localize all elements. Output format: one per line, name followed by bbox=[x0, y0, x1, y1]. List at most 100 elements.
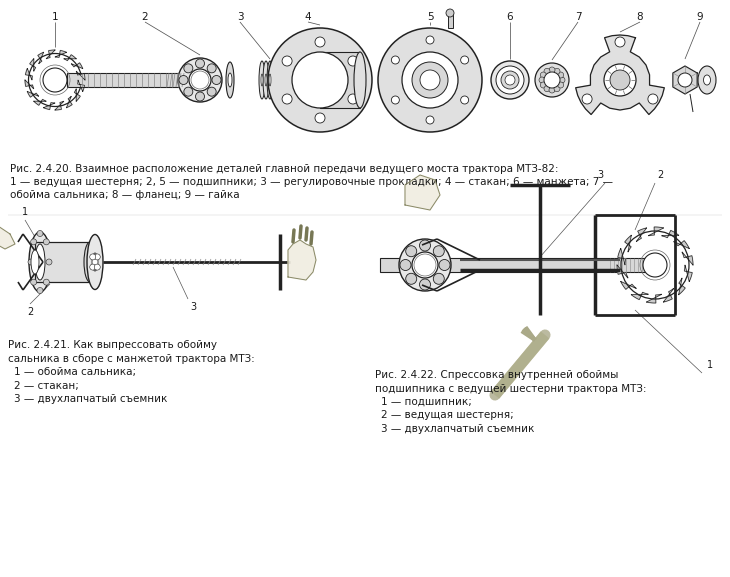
Circle shape bbox=[406, 273, 417, 284]
Circle shape bbox=[179, 76, 188, 84]
Bar bbox=[380, 258, 660, 272]
Polygon shape bbox=[44, 103, 55, 110]
Circle shape bbox=[549, 67, 555, 73]
Ellipse shape bbox=[501, 71, 519, 89]
Circle shape bbox=[282, 56, 292, 66]
Circle shape bbox=[446, 9, 454, 17]
Polygon shape bbox=[72, 63, 82, 69]
Circle shape bbox=[540, 82, 546, 88]
Text: Рис. 2.4.20. Взаимное расположение деталей главной передачи ведущего моста тракт: Рис. 2.4.20. Взаимное расположение детал… bbox=[10, 164, 558, 174]
Text: 2 — стакан;: 2 — стакан; bbox=[14, 380, 79, 391]
Text: 9: 9 bbox=[696, 12, 703, 22]
Polygon shape bbox=[674, 241, 689, 249]
Circle shape bbox=[212, 76, 221, 84]
Circle shape bbox=[582, 94, 592, 104]
Circle shape bbox=[426, 36, 434, 44]
Circle shape bbox=[412, 62, 448, 98]
Circle shape bbox=[196, 92, 204, 101]
Ellipse shape bbox=[496, 66, 524, 94]
Text: 3 — двухлапчатый съемник: 3 — двухлапчатый съемник bbox=[381, 424, 534, 434]
Polygon shape bbox=[618, 249, 626, 265]
Circle shape bbox=[94, 254, 100, 260]
Ellipse shape bbox=[35, 244, 45, 280]
Text: 1: 1 bbox=[22, 207, 28, 217]
Polygon shape bbox=[648, 227, 664, 236]
Polygon shape bbox=[74, 89, 80, 101]
Circle shape bbox=[315, 113, 325, 123]
Polygon shape bbox=[27, 92, 39, 97]
Polygon shape bbox=[664, 288, 674, 302]
Ellipse shape bbox=[84, 242, 96, 282]
Circle shape bbox=[420, 279, 431, 290]
Circle shape bbox=[207, 64, 216, 73]
Polygon shape bbox=[46, 50, 55, 59]
Circle shape bbox=[315, 37, 325, 47]
Circle shape bbox=[539, 77, 545, 83]
Circle shape bbox=[554, 68, 560, 74]
Circle shape bbox=[391, 96, 399, 104]
Circle shape bbox=[420, 240, 431, 251]
Polygon shape bbox=[647, 294, 661, 303]
Polygon shape bbox=[66, 96, 72, 108]
Text: 2: 2 bbox=[657, 170, 663, 180]
Circle shape bbox=[37, 230, 43, 237]
Circle shape bbox=[90, 264, 96, 270]
Circle shape bbox=[549, 87, 555, 93]
Polygon shape bbox=[682, 252, 693, 265]
Bar bbox=[448, 13, 453, 28]
Polygon shape bbox=[25, 80, 34, 89]
Polygon shape bbox=[30, 59, 36, 71]
Text: 8: 8 bbox=[637, 12, 643, 22]
Circle shape bbox=[554, 85, 560, 92]
Bar bbox=[67, 73, 185, 87]
Bar bbox=[320, 52, 360, 108]
Ellipse shape bbox=[698, 66, 716, 94]
Text: 1 — ведущая шестерня; 2, 5 — подшипники; 3 — регулировочные прокладки; 4 — стака: 1 — ведущая шестерня; 2, 5 — подшипники;… bbox=[10, 177, 613, 187]
Polygon shape bbox=[288, 240, 316, 280]
Circle shape bbox=[400, 260, 411, 271]
Circle shape bbox=[94, 264, 100, 270]
Ellipse shape bbox=[399, 239, 451, 291]
Polygon shape bbox=[685, 265, 692, 282]
Text: 3: 3 bbox=[597, 170, 603, 180]
Circle shape bbox=[544, 85, 550, 92]
Ellipse shape bbox=[178, 58, 222, 102]
Circle shape bbox=[420, 70, 440, 90]
Circle shape bbox=[426, 116, 434, 124]
Polygon shape bbox=[576, 35, 664, 114]
Polygon shape bbox=[55, 50, 66, 57]
Ellipse shape bbox=[263, 61, 269, 99]
Circle shape bbox=[439, 260, 450, 271]
Circle shape bbox=[461, 96, 469, 104]
Polygon shape bbox=[405, 175, 440, 210]
Ellipse shape bbox=[259, 61, 265, 99]
Circle shape bbox=[43, 239, 50, 245]
Circle shape bbox=[406, 246, 417, 257]
Circle shape bbox=[31, 279, 36, 285]
Circle shape bbox=[610, 70, 630, 90]
Text: 1: 1 bbox=[52, 12, 58, 22]
Circle shape bbox=[43, 279, 50, 285]
Text: 4: 4 bbox=[304, 12, 311, 22]
Circle shape bbox=[90, 254, 96, 260]
Polygon shape bbox=[637, 228, 647, 242]
Circle shape bbox=[189, 69, 211, 91]
Circle shape bbox=[648, 94, 658, 104]
Circle shape bbox=[196, 59, 204, 68]
Ellipse shape bbox=[92, 253, 98, 271]
Circle shape bbox=[604, 64, 636, 96]
Polygon shape bbox=[26, 69, 32, 80]
Text: 2: 2 bbox=[142, 12, 148, 22]
Circle shape bbox=[434, 246, 445, 257]
Circle shape bbox=[391, 56, 399, 64]
Ellipse shape bbox=[535, 63, 569, 97]
Ellipse shape bbox=[491, 61, 529, 99]
Circle shape bbox=[207, 87, 216, 96]
Circle shape bbox=[28, 259, 34, 265]
Bar bbox=[35, 242, 90, 282]
Circle shape bbox=[282, 94, 292, 104]
Text: Рис. 2.4.21. Как выпрессовать обойму: Рис. 2.4.21. Как выпрессовать обойму bbox=[8, 340, 217, 350]
Ellipse shape bbox=[505, 75, 515, 85]
Circle shape bbox=[461, 56, 469, 64]
Polygon shape bbox=[673, 66, 697, 94]
